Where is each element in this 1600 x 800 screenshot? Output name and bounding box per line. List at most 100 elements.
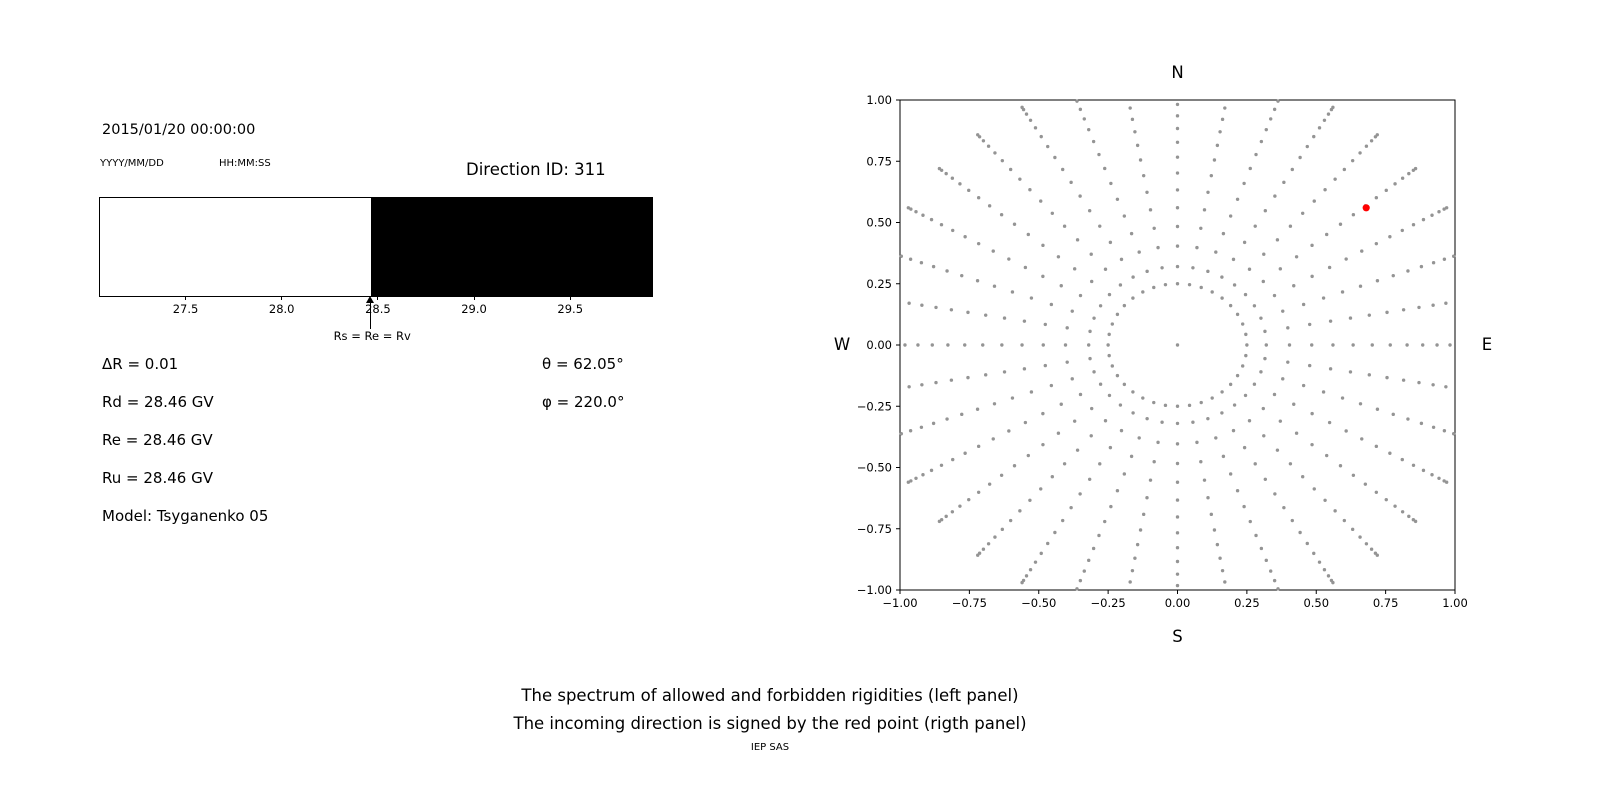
gray-dot [1175,155,1180,159]
gray-dot [1370,343,1374,347]
gray-dot [1298,155,1302,160]
gray-dot [1388,235,1392,239]
gray-dot [1281,377,1285,381]
gray-dot [1023,420,1028,425]
gray-dot [1097,533,1101,538]
gray-dot [1263,356,1267,361]
gray-dot [976,133,980,137]
gray-dot [1351,343,1355,347]
gray-dot [1248,519,1252,524]
gray-dot [1317,560,1322,564]
gray-dot [1135,143,1140,148]
gray-dot [1098,224,1102,228]
gray-dot [1175,531,1180,535]
arrow-head-icon [366,296,375,303]
gray-dot [1175,224,1180,229]
gray-dot [1442,257,1447,261]
gray-dot [1078,194,1082,198]
gray-dot [1276,587,1280,591]
gray-dot [1406,417,1410,421]
gray-dot [1262,252,1266,256]
gray-dot [1278,419,1283,423]
gray-dot [1400,228,1404,233]
gray-dot [1215,143,1220,148]
gray-dot [1130,117,1135,122]
y-tick-label: 0.50 [866,216,892,230]
gray-dot [1082,117,1086,121]
gray-dot [1069,180,1073,185]
spectrum-tick-label: 28.5 [365,302,391,316]
gray-dot [1298,530,1302,535]
gray-dot [1218,556,1222,560]
gray-dot [1103,419,1108,423]
gray-dot [1323,188,1327,192]
gray-dot [945,269,949,273]
gray-dot [1243,393,1248,398]
gray-dot [1012,464,1017,468]
gray-dot [1358,535,1362,539]
gray-dot [1228,214,1233,218]
gray-dot [1028,188,1032,192]
gray-dot [931,421,936,426]
gray-dot [1039,134,1043,139]
gray-dot [1012,222,1017,226]
gray-dot [1351,473,1356,477]
gray-dot [963,451,967,455]
gray-dot [976,241,981,246]
gray-dot [1312,551,1316,556]
gray-dot [946,343,950,347]
gray-dot [1152,226,1156,230]
gray-dot [1448,343,1452,347]
gray-dot [1000,158,1005,163]
gray-dot [1039,199,1043,203]
gray-dot [1088,329,1092,334]
gray-dot [1089,434,1093,438]
gray-dot [1107,353,1111,358]
forbidden-region [371,198,652,296]
gray-dot [1272,392,1277,397]
gray-dot [1092,370,1096,374]
gray-dot [1007,257,1011,261]
gray-dot [1138,158,1143,162]
gray-dot [1375,279,1380,283]
gray-dot [1220,275,1224,279]
gray-dot [1137,436,1141,440]
y-tick-label: 0.00 [866,338,892,352]
gray-dot [1122,303,1127,308]
gray-dot [1323,498,1327,502]
gray-dot [1348,370,1353,374]
x-tick-label: −0.50 [1021,596,1056,610]
x-tick-label: 0.50 [1303,596,1329,610]
gray-dot [1175,559,1180,564]
gray-dot [934,380,938,385]
gray-dot [1175,572,1180,576]
gray-dot [906,480,911,484]
direction-id-label: Direction ID: 311 [466,160,606,179]
gray-dot [1435,343,1439,347]
gray-dot [1419,264,1424,269]
gray-dot [1141,173,1146,178]
gray-dot [976,490,981,494]
gray-dot [1129,231,1134,236]
gray-dot [1152,460,1156,464]
gray-dot [1331,580,1335,585]
gray-dot [1300,475,1305,479]
gray-dot [1175,244,1180,248]
gray-dot [981,547,986,551]
gray-dot [1065,326,1069,330]
gray-dot [1321,296,1326,300]
gray-dot [999,213,1004,217]
gray-dot [1358,402,1363,406]
gray-dot [1444,301,1448,305]
gray-dot [1243,292,1248,297]
ru-value: Ru = 28.46 GV [102,469,213,487]
gray-dot [1247,267,1252,271]
gray-dot [975,279,980,283]
gray-dot [903,343,907,347]
gray-dot [1253,462,1257,466]
gray-dot [1232,403,1237,407]
gray-dot [1322,568,1327,572]
gray-dot [1254,152,1258,157]
gray-dot [909,479,913,483]
gray-dot [1431,383,1435,387]
